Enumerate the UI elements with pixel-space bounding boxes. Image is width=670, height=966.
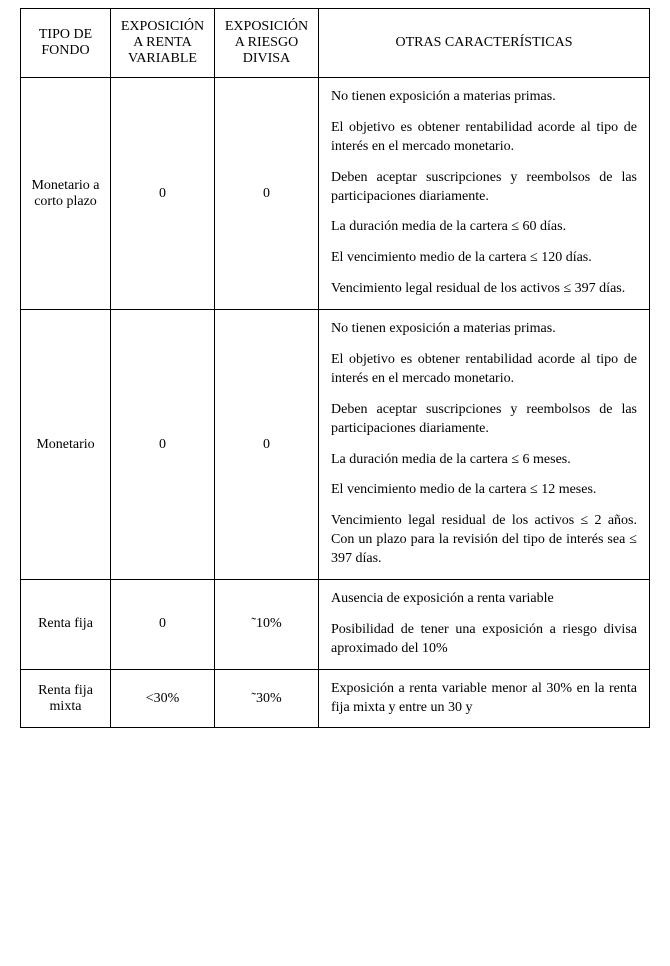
- col-header-renta: EXPOSICIÓN A RENTA VARIABLE: [111, 9, 215, 78]
- cell-renta: <30%: [111, 669, 215, 728]
- fund-types-table: TIPO DE FONDO EXPOSICIÓN A RENTA VARIABL…: [20, 8, 650, 728]
- cell-divisa: ˜30%: [215, 669, 319, 728]
- cell-otras: No tienen exposición a materias primas. …: [319, 78, 650, 310]
- col-header-divisa: EXPOSICIÓN A RIESGO DIVISA: [215, 9, 319, 78]
- characteristic-text: Posibilidad de tener una exposición a ri…: [331, 621, 637, 659]
- characteristic-text: No tienen exposición a materias primas.: [331, 88, 637, 107]
- cell-divisa: ˜10%: [215, 580, 319, 670]
- characteristic-text: Deben aceptar suscripciones y reembolsos…: [331, 401, 637, 439]
- cell-divisa: 0: [215, 78, 319, 310]
- characteristic-text: Deben aceptar suscripciones y reembolsos…: [331, 169, 637, 207]
- table-header-row: TIPO DE FONDO EXPOSICIÓN A RENTA VARIABL…: [21, 9, 650, 78]
- characteristic-text: Vencimiento legal residual de los activo…: [331, 280, 637, 299]
- cell-renta: 0: [111, 78, 215, 310]
- cell-otras: Exposición a renta variable menor al 30%…: [319, 669, 650, 728]
- characteristic-text: Vencimiento legal residual de los activo…: [331, 512, 637, 569]
- table-row: Monetario a corto plazo 0 0 No tienen ex…: [21, 78, 650, 310]
- cell-tipo: Monetario a corto plazo: [21, 78, 111, 310]
- cell-tipo: Renta fija mixta: [21, 669, 111, 728]
- table-row: Monetario 0 0 No tienen exposición a mat…: [21, 310, 650, 580]
- table-row: Renta fija mixta <30% ˜30% Exposición a …: [21, 669, 650, 728]
- characteristic-text: El vencimiento medio de la cartera ≤ 120…: [331, 249, 637, 268]
- cell-tipo: Monetario: [21, 310, 111, 580]
- characteristic-text: La duración media de la cartera ≤ 6 mese…: [331, 451, 637, 470]
- characteristic-text: Ausencia de exposición a renta variable: [331, 590, 637, 609]
- cell-renta: 0: [111, 310, 215, 580]
- cell-divisa: 0: [215, 310, 319, 580]
- characteristic-text: La duración media de la cartera ≤ 60 día…: [331, 218, 637, 237]
- cell-otras: No tienen exposición a materias primas. …: [319, 310, 650, 580]
- characteristic-text: El objetivo es obtener rentabilidad acor…: [331, 119, 637, 157]
- characteristic-text: El objetivo es obtener rentabilidad acor…: [331, 351, 637, 389]
- cell-renta: 0: [111, 580, 215, 670]
- col-header-tipo: TIPO DE FONDO: [21, 9, 111, 78]
- characteristic-text: Exposición a renta variable menor al 30%…: [331, 680, 637, 718]
- cell-tipo: Renta fija: [21, 580, 111, 670]
- table-row: Renta fija 0 ˜10% Ausencia de exposición…: [21, 580, 650, 670]
- characteristic-text: El vencimiento medio de la cartera ≤ 12 …: [331, 481, 637, 500]
- col-header-otras: OTRAS CARACTERÍSTICAS: [319, 9, 650, 78]
- characteristic-text: No tienen exposición a materias primas.: [331, 320, 637, 339]
- cell-otras: Ausencia de exposición a renta variable …: [319, 580, 650, 670]
